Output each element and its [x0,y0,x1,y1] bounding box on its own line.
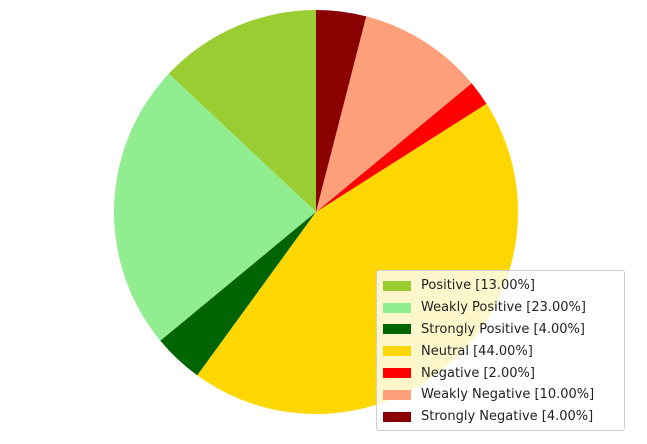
legend-item-strongly-negative: Strongly Negative [4.00%] [383,406,616,428]
legend-swatch-neutral [383,346,411,357]
legend-swatch-weakly-positive [383,302,411,313]
pie-slice-strongly-negative [316,10,367,212]
legend-swatch-negative [383,368,411,379]
legend-label-weakly-negative: Weakly Negative [10.00%] [421,387,595,403]
legend-item-strongly-positive: Strongly Positive [4.00%] [383,319,616,341]
legend-item-neutral: Neutral [44.00%] [383,340,616,362]
legend-label-weakly-positive: Weakly Positive [23.00%] [421,300,586,316]
legend-item-negative: Negative [2.00%] [383,362,616,384]
legend-swatch-positive [383,280,411,291]
chart-legend: Positive [13.00%] Weakly Positive [23.00… [376,270,625,431]
legend-swatch-weakly-negative [383,389,411,400]
legend-label-positive: Positive [13.00%] [421,278,535,294]
legend-label-negative: Negative [2.00%] [421,365,535,381]
legend-swatch-strongly-positive [383,324,411,335]
legend-label-neutral: Neutral [44.00%] [421,343,533,359]
pie-slice-weakly-negative [316,16,472,212]
pie-slice-positive [168,10,316,212]
legend-item-weakly-negative: Weakly Negative [10.00%] [383,384,616,406]
legend-item-positive: Positive [13.00%] [383,275,616,297]
legend-label-strongly-negative: Strongly Negative [4.00%] [421,409,594,425]
legend-label-strongly-positive: Strongly Positive [4.00%] [421,321,585,337]
pie-slice-strongly-positive [160,212,316,376]
legend-swatch-strongly-negative [383,411,411,422]
pie-slice-weakly-positive [114,73,317,341]
pie-slice-negative [316,83,487,212]
legend-item-weakly-positive: Weakly Positive [23.00%] [383,297,616,319]
